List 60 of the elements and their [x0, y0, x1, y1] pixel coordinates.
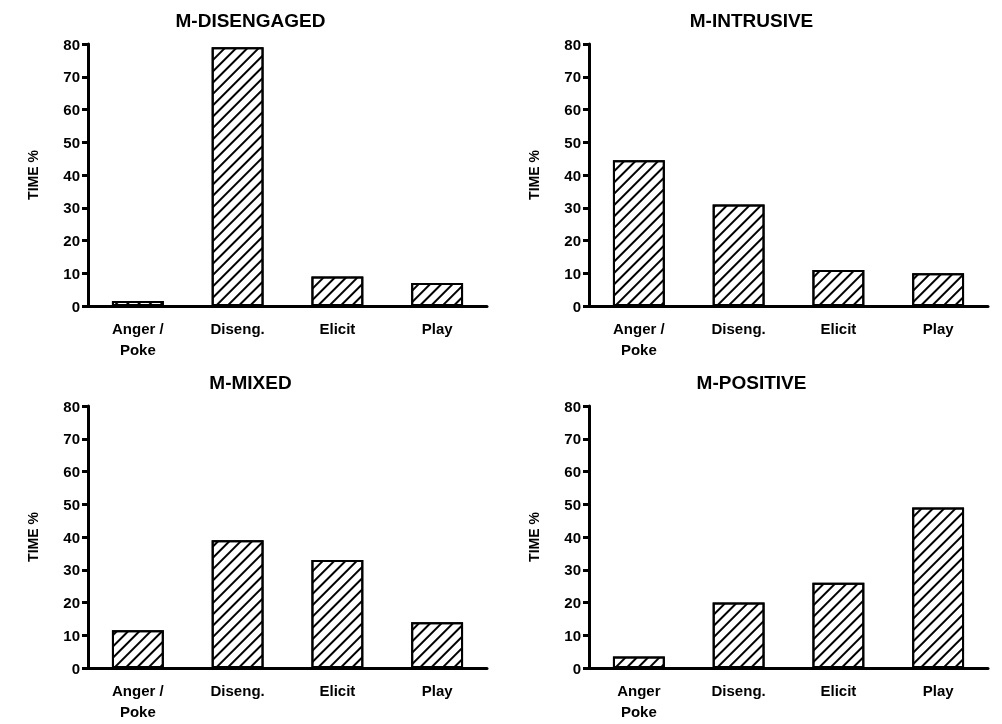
y-tick-label: 70 [63, 68, 80, 86]
y-tick-label: 80 [63, 35, 80, 53]
y-tick-label: 80 [564, 35, 581, 53]
y-axis-title: TIME % [526, 149, 542, 200]
y-tick-label: 30 [63, 199, 80, 217]
y-axis-title: TIME % [526, 511, 542, 562]
chart-title: M-DISENGAGED [175, 10, 326, 31]
y-tick-label: 0 [71, 659, 80, 677]
x-tick-label: Diseng. [711, 682, 766, 699]
y-tick-label: 50 [564, 133, 581, 151]
x-tick-label: Play [922, 320, 955, 337]
y-tick-label: 30 [63, 561, 80, 579]
x-tick-label: Elicit [820, 682, 857, 699]
y-tick-label: 10 [564, 626, 581, 644]
y-tick-label: 80 [564, 397, 581, 415]
y-tick-label: 30 [564, 199, 581, 217]
x-tick-label: Diseng. [210, 320, 265, 337]
chart-title: M-POSITIVE [696, 372, 807, 393]
y-tick-label: 80 [63, 397, 80, 415]
y-tick-label: 0 [71, 297, 80, 315]
y-tick-label: 50 [63, 495, 80, 513]
y-tick-label: 60 [564, 101, 581, 118]
y-tick-label: 10 [63, 264, 80, 282]
y-tick-label: 40 [63, 528, 80, 546]
y-tick-label: 0 [572, 659, 581, 677]
y-tick-label: 70 [564, 68, 581, 86]
x-tick-label: Diseng. [711, 320, 766, 337]
y-tick-label: 60 [564, 463, 581, 480]
x-tick-label: Anger / Poke [112, 320, 165, 358]
y-tick-label: 30 [564, 561, 581, 579]
y-tick-label: 60 [63, 101, 80, 118]
y-tick-label: 0 [572, 297, 581, 315]
x-tick-label: Elicit [820, 320, 857, 337]
x-tick-label: Anger / Poke [112, 682, 165, 720]
y-tick-label: 10 [564, 264, 581, 282]
y-tick-label: 20 [63, 232, 80, 249]
x-tick-label: Play [421, 320, 454, 337]
y-tick-label: 70 [63, 430, 80, 448]
y-tick-label: 40 [564, 166, 581, 184]
y-tick-label: 50 [63, 133, 80, 151]
y-tick-label: 20 [63, 594, 80, 611]
y-tick-label: 20 [564, 232, 581, 249]
y-tick-label: 70 [564, 430, 581, 448]
y-tick-label: 60 [63, 463, 80, 480]
x-tick-label: Elicit [319, 682, 356, 699]
x-tick-label: Elicit [319, 320, 356, 337]
y-axis-title: TIME % [25, 149, 41, 200]
x-tick-label: Play [922, 682, 955, 699]
y-axis-title: TIME % [25, 511, 41, 562]
x-tick-label: Play [421, 682, 454, 699]
y-tick-label: 50 [564, 495, 581, 513]
chart-title: M-MIXED [209, 372, 292, 393]
x-tick-label: Anger / Poke [613, 320, 666, 358]
y-tick-label: 40 [564, 528, 581, 546]
x-tick-label: Diseng. [210, 682, 265, 699]
y-tick-label: 40 [63, 166, 80, 184]
y-tick-label: 10 [63, 626, 80, 644]
chart-title: M-INTRUSIVE [689, 10, 814, 31]
x-tick-label: Anger Poke [617, 682, 661, 720]
y-tick-label: 20 [564, 594, 581, 611]
